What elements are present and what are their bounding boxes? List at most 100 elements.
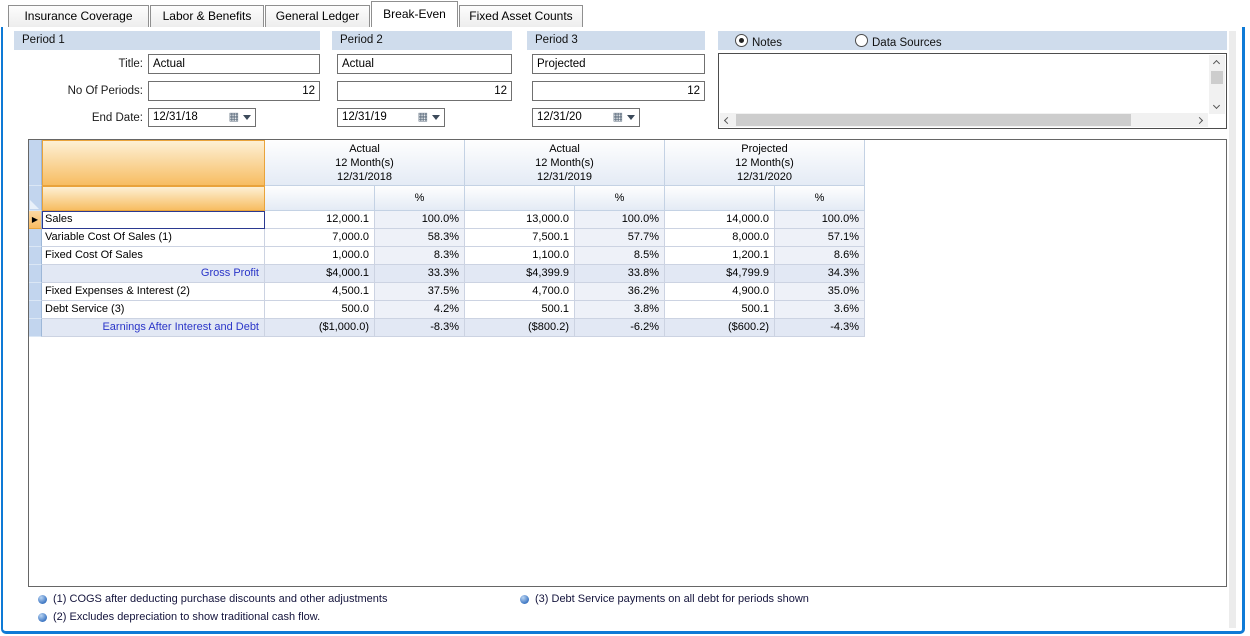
notes-textarea[interactable] (718, 53, 1227, 129)
column-group-header-1[interactable]: Actual 12 Month(s) 12/31/2018 (265, 140, 465, 186)
value-cell[interactable]: $4,399.9 (465, 265, 575, 283)
label-column-header[interactable] (42, 140, 265, 186)
percent-cell[interactable]: -4.3% (775, 319, 865, 337)
scroll-right-button[interactable] (1194, 114, 1208, 126)
value-cell[interactable]: 1,100.0 (465, 247, 575, 265)
tab-insurance-coverage[interactable]: Insurance Coverage (8, 5, 149, 27)
value-cell[interactable]: $4,000.1 (265, 265, 375, 283)
row-header-3[interactable] (29, 247, 42, 265)
percent-cell[interactable]: 36.2% (575, 283, 665, 301)
value-cell[interactable]: 1,000.0 (265, 247, 375, 265)
radio-data-sources[interactable] (855, 34, 868, 47)
percent-cell[interactable]: 58.3% (375, 229, 465, 247)
value-cell[interactable]: 1,200.1 (665, 247, 775, 265)
row-label[interactable]: Earnings After Interest and Debt (42, 319, 265, 337)
row-label[interactable]: Sales (42, 211, 265, 229)
label-column-subheader[interactable] (42, 186, 265, 211)
period-3-no-of-periods-input[interactable] (532, 81, 705, 101)
value-cell[interactable]: 12,000.1 (265, 211, 375, 229)
row-label[interactable]: Variable Cost Of Sales (1) (42, 229, 265, 247)
scroll-up-button[interactable] (1210, 55, 1224, 69)
scroll-left-button[interactable] (720, 114, 734, 126)
radio-label: Notes (752, 37, 783, 49)
scroll-down-button[interactable] (1210, 100, 1224, 114)
percent-column-header-2[interactable]: % (575, 186, 665, 211)
column-group-header-text: 12 Month(s) (335, 157, 394, 169)
value-column-header-3[interactable] (665, 186, 775, 211)
row-header-2[interactable] (29, 229, 42, 247)
row-label[interactable]: Fixed Expenses & Interest (2) (42, 283, 265, 301)
value-cell[interactable]: 7,000.0 (265, 229, 375, 247)
row-label[interactable]: Fixed Cost Of Sales (42, 247, 265, 265)
break-even-grid: Actual 12 Month(s) 12/31/2018% Actual 12 Mon… (28, 139, 1227, 587)
row-header-6[interactable] (29, 301, 42, 319)
percent-cell[interactable]: 33.3% (375, 265, 465, 283)
value-cell[interactable]: 4,500.1 (265, 283, 375, 301)
value-column-header-2[interactable] (465, 186, 575, 211)
period-1-end-date-picker[interactable]: 12/31/18 ▦ (148, 108, 256, 127)
value-cell[interactable]: 500.0 (265, 301, 375, 319)
period-1-no-of-periods-input[interactable] (148, 81, 320, 101)
percent-cell[interactable]: 8.3% (375, 247, 465, 265)
value-cell[interactable]: $4,799.9 (665, 265, 775, 283)
value-cell[interactable]: 500.1 (465, 301, 575, 319)
percent-cell[interactable]: 100.0% (775, 211, 865, 229)
horizontal-scrollbar[interactable] (720, 113, 1208, 127)
percent-cell[interactable]: 33.8% (575, 265, 665, 283)
value-cell[interactable]: ($800.2) (465, 319, 575, 337)
tab-break-even[interactable]: Break-Even (371, 1, 458, 27)
percent-cell[interactable]: -6.2% (575, 319, 665, 337)
column-group-header-3[interactable]: Projected 12 Month(s) 12/31/2020 (665, 140, 865, 186)
column-group-header-text: Actual (349, 143, 380, 155)
percent-cell[interactable]: 35.0% (775, 283, 865, 301)
row-label[interactable]: Debt Service (3) (42, 301, 265, 319)
value-cell[interactable]: 4,700.0 (465, 283, 575, 301)
tab-general-ledger[interactable]: General Ledger (265, 5, 370, 27)
value-cell[interactable]: 4,900.0 (665, 283, 775, 301)
value-column-header-1[interactable] (265, 186, 375, 211)
vertical-scroll-thumb[interactable] (1211, 71, 1223, 84)
column-group-header-2[interactable]: Actual 12 Month(s) 12/31/2019 (465, 140, 665, 186)
period-2-no-of-periods-input[interactable] (337, 81, 512, 101)
grid-corner-cell-percent-row[interactable] (29, 186, 42, 211)
period-2-end-date-picker[interactable]: 12/31/19 ▦ (337, 108, 445, 127)
percent-cell[interactable]: 34.3% (775, 265, 865, 283)
percent-cell[interactable]: 8.5% (575, 247, 665, 265)
period-1-title-input[interactable] (148, 54, 320, 74)
period-3-end-date-value: 12/31/20 (537, 111, 582, 123)
horizontal-scroll-thumb[interactable] (736, 114, 1131, 126)
value-cell[interactable]: ($1,000.0) (265, 319, 375, 337)
value-cell[interactable]: ($600.2) (665, 319, 775, 337)
value-cell[interactable]: 7,500.1 (465, 229, 575, 247)
row-header-5[interactable] (29, 283, 42, 301)
percent-cell[interactable]: 100.0% (575, 211, 665, 229)
percent-cell[interactable]: 57.1% (775, 229, 865, 247)
vertical-scrollbar[interactable] (1209, 55, 1225, 114)
value-cell[interactable]: 8,000.0 (665, 229, 775, 247)
value-cell[interactable]: 13,000.0 (465, 211, 575, 229)
tab-fixed-asset-counts[interactable]: Fixed Asset Counts (459, 5, 583, 27)
percent-cell[interactable]: 4.2% (375, 301, 465, 319)
period-3-title-input[interactable] (532, 54, 705, 74)
row-header-1[interactable]: ▶ (29, 211, 42, 229)
value-cell[interactable]: 14,000.0 (665, 211, 775, 229)
tab-labor-benefits[interactable]: Labor & Benefits (150, 5, 264, 27)
percent-cell[interactable]: 3.6% (775, 301, 865, 319)
grid-corner-cell[interactable] (29, 140, 42, 186)
value-cell[interactable]: 500.1 (665, 301, 775, 319)
percent-cell[interactable]: 8.6% (775, 247, 865, 265)
row-label[interactable]: Gross Profit (42, 265, 265, 283)
row-header-4[interactable] (29, 265, 42, 283)
percent-cell[interactable]: 100.0% (375, 211, 465, 229)
radio-notes[interactable] (735, 34, 748, 47)
percent-cell[interactable]: -8.3% (375, 319, 465, 337)
percent-column-header-3[interactable]: % (775, 186, 865, 211)
percent-cell[interactable]: 57.7% (575, 229, 665, 247)
period-3-header: Period 3 (527, 31, 705, 50)
percent-cell[interactable]: 37.5% (375, 283, 465, 301)
period-2-title-input[interactable] (337, 54, 512, 74)
percent-cell[interactable]: 3.8% (575, 301, 665, 319)
row-header-7[interactable] (29, 319, 42, 337)
period-3-end-date-picker[interactable]: 12/31/20 ▦ (532, 108, 640, 127)
percent-column-header-1[interactable]: % (375, 186, 465, 211)
